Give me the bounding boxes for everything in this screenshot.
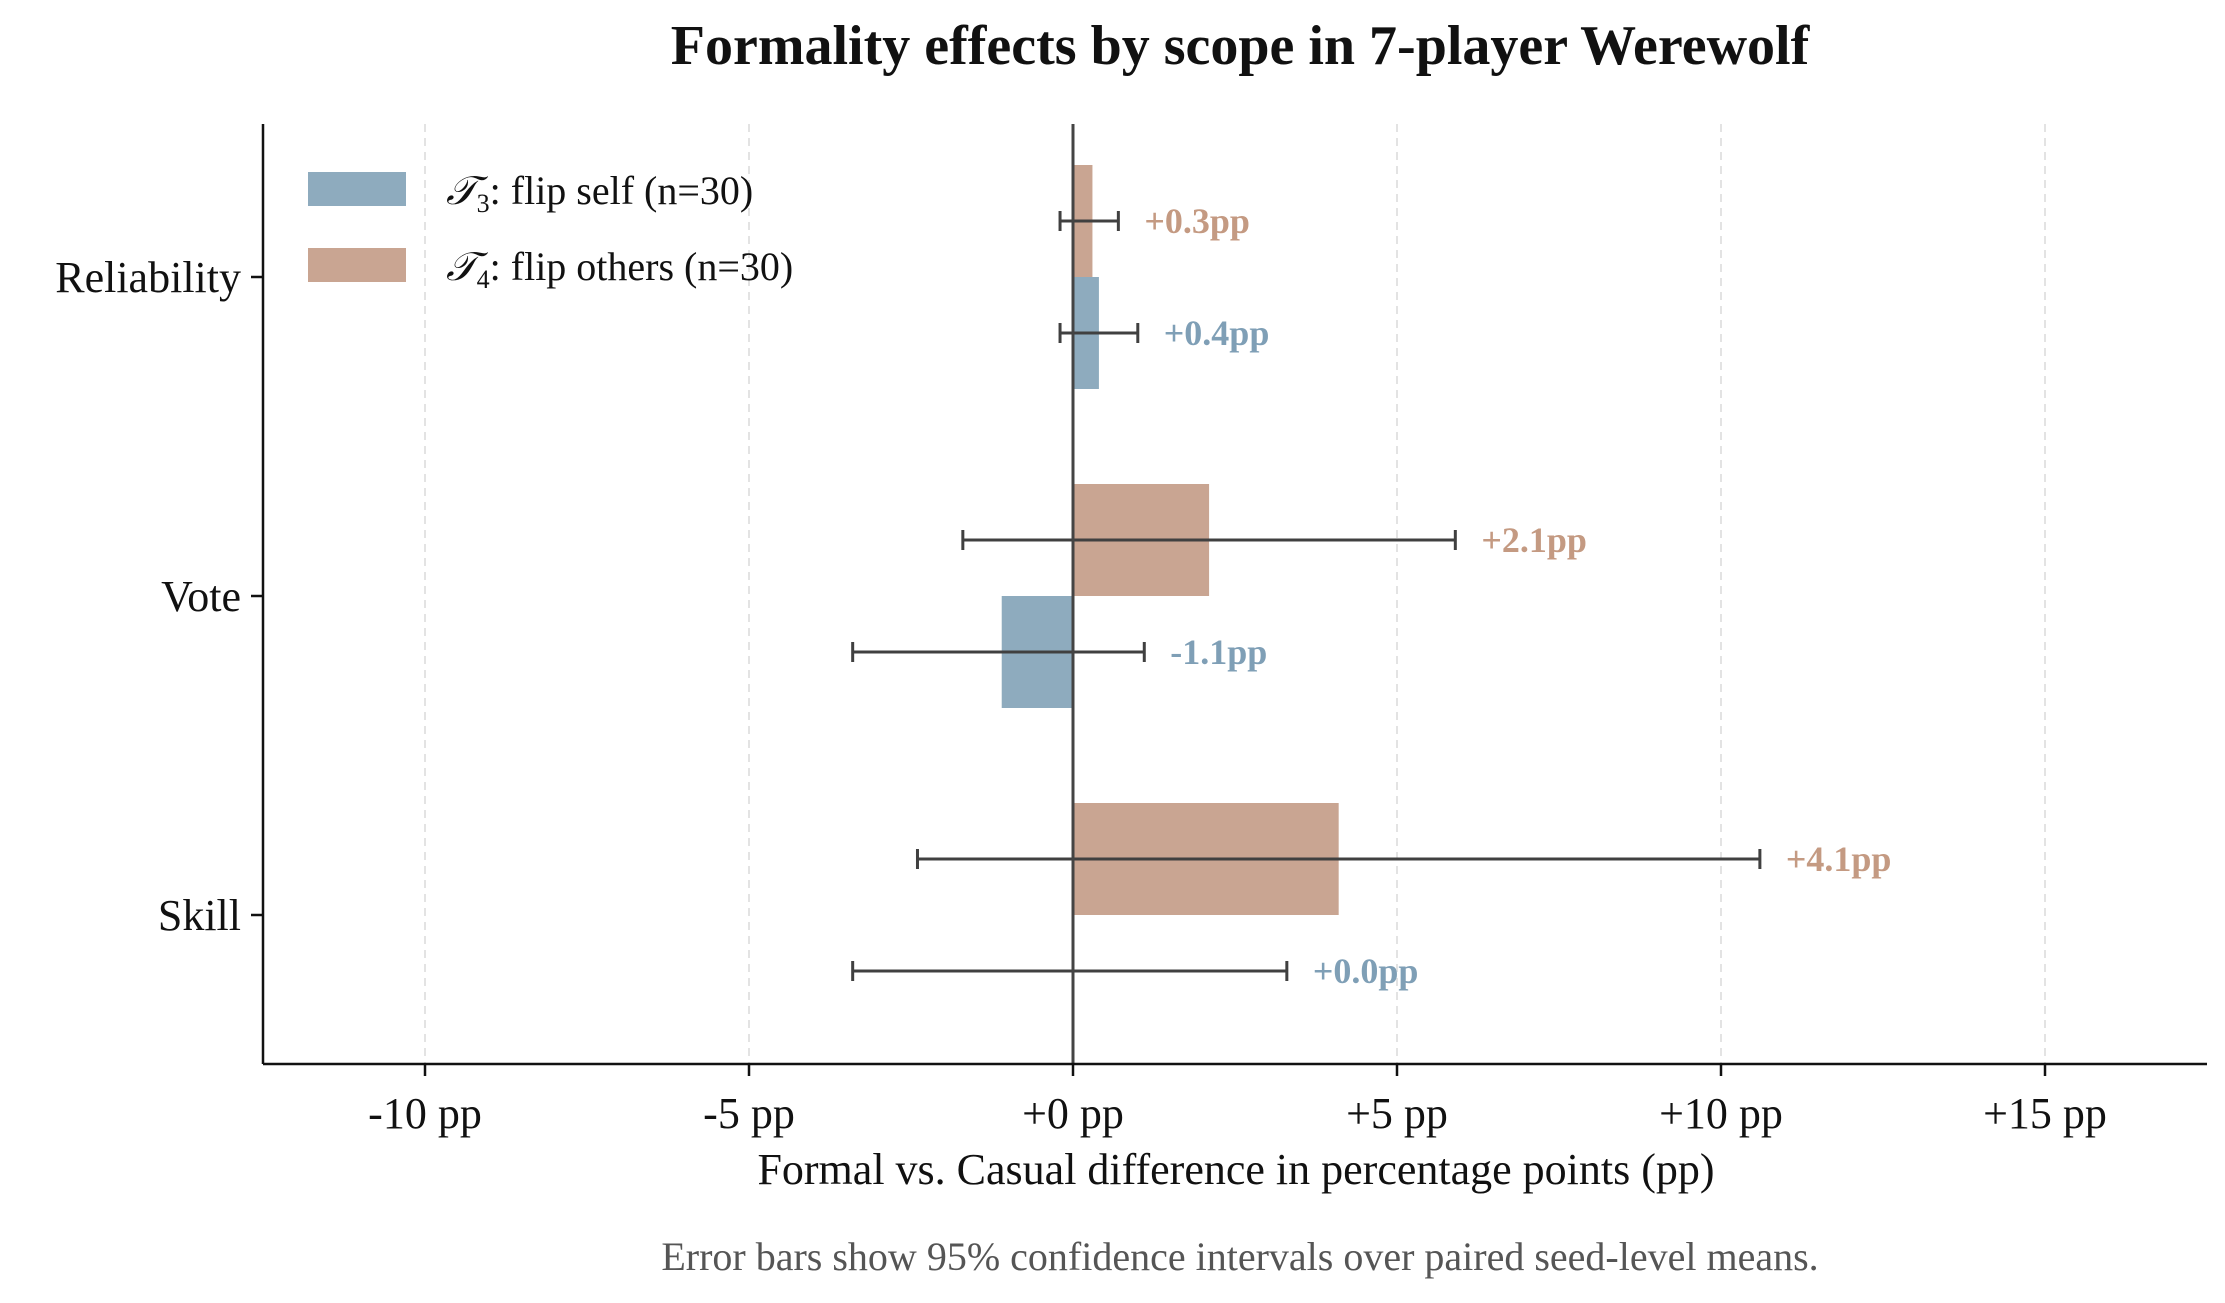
data-label-t3-vote: -1.1pp	[1170, 632, 1267, 672]
x-tick-label-2: +0 pp	[1022, 1089, 1124, 1138]
y-tick-label-reliability: Reliability	[55, 253, 241, 302]
legend-label-t4: 𝒯4: flip others (n=30)	[446, 244, 793, 294]
x-tick-label-5: +15 pp	[1983, 1089, 2107, 1138]
x-tick-label-4: +10 pp	[1659, 1089, 1783, 1138]
data-label-t4-reliability: +0.3pp	[1144, 201, 1250, 241]
y-tick-label-vote: Vote	[161, 572, 241, 621]
data-label-t3-reliability: +0.4pp	[1164, 313, 1270, 353]
y-tick-label-skill: Skill	[158, 891, 241, 940]
data-label-t4-vote: +2.1pp	[1481, 520, 1587, 560]
legend: 𝒯3: flip self (n=30) 𝒯4: flip others (n=…	[308, 168, 793, 294]
data-label-t3-skill: +0.0pp	[1313, 951, 1419, 991]
x-tick-label-3: +5 pp	[1346, 1089, 1448, 1138]
legend-label-t3: 𝒯3: flip self (n=30)	[446, 168, 753, 218]
plot-area: +0.4pp -1.1pp +0.0pp +0.3pp +2.1pp +4.1pp -10 …	[55, 124, 2207, 1138]
data-label-t4-skill: +4.1pp	[1786, 839, 1892, 879]
x-axis-label: Formal vs. Casual difference in percenta…	[757, 1145, 1714, 1194]
x-tick-label-1: -5 pp	[703, 1089, 795, 1138]
chart-title: Formality effects by scope in 7-player W…	[671, 15, 1811, 77]
chart-caption: Error bars show 95% confidence intervals…	[661, 1234, 1818, 1279]
legend-swatch-t3	[308, 172, 406, 206]
legend-swatch-t4	[308, 248, 406, 282]
x-tick-label-0: -10 pp	[368, 1089, 482, 1138]
